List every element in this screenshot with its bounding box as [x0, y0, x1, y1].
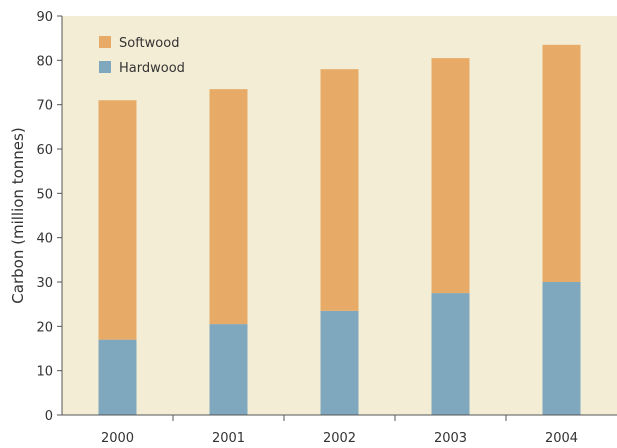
axes-layer: 0 10 20 30 40 50 60 70 80 90 2000 2001 2002 2003 2004	[36, 10, 617, 446]
y-tick-label: 10	[36, 365, 53, 380]
bar-hardwood-2003	[431, 293, 470, 415]
y-tick-label: 20	[36, 320, 53, 335]
y-tick-label: 40	[36, 232, 53, 247]
y-tick-label: 50	[36, 187, 53, 202]
y-tick-label: 70	[36, 99, 53, 114]
y-tick-label: 0	[45, 409, 53, 424]
y-tick-label: 60	[36, 143, 53, 158]
legend-label-softwood: Softwood	[119, 36, 179, 51]
bar-softwood-2003	[431, 58, 470, 294]
bar-hardwood-2002	[320, 310, 359, 415]
bars-layer	[98, 44, 581, 415]
y-tick-label: 80	[36, 54, 53, 69]
bar-softwood-2000	[98, 100, 137, 340]
bar-hardwood-2004	[542, 282, 581, 415]
bar-softwood-2004	[542, 44, 581, 282]
bar-softwood-2001	[209, 89, 248, 325]
x-tick-label-2000: 2000	[101, 431, 134, 446]
x-tick-label-2004: 2004	[545, 431, 578, 446]
x-tick-label-2002: 2002	[323, 431, 356, 446]
legend: Softwood Hardwood	[99, 36, 185, 76]
x-tick-label-2003: 2003	[434, 431, 467, 446]
bar-hardwood-2001	[209, 324, 248, 415]
bar-softwood-2002	[320, 69, 359, 311]
y-tick-label: 90	[36, 10, 53, 25]
x-tick-label-2001: 2001	[212, 431, 245, 446]
y-axis-title: Carbon (million tonnes)	[9, 127, 27, 303]
legend-swatch-softwood	[99, 36, 111, 48]
legend-swatch-hardwood	[99, 61, 111, 73]
legend-label-hardwood: Hardwood	[119, 61, 185, 76]
bar-hardwood-2000	[98, 339, 137, 415]
y-tick-label: 30	[36, 276, 53, 291]
